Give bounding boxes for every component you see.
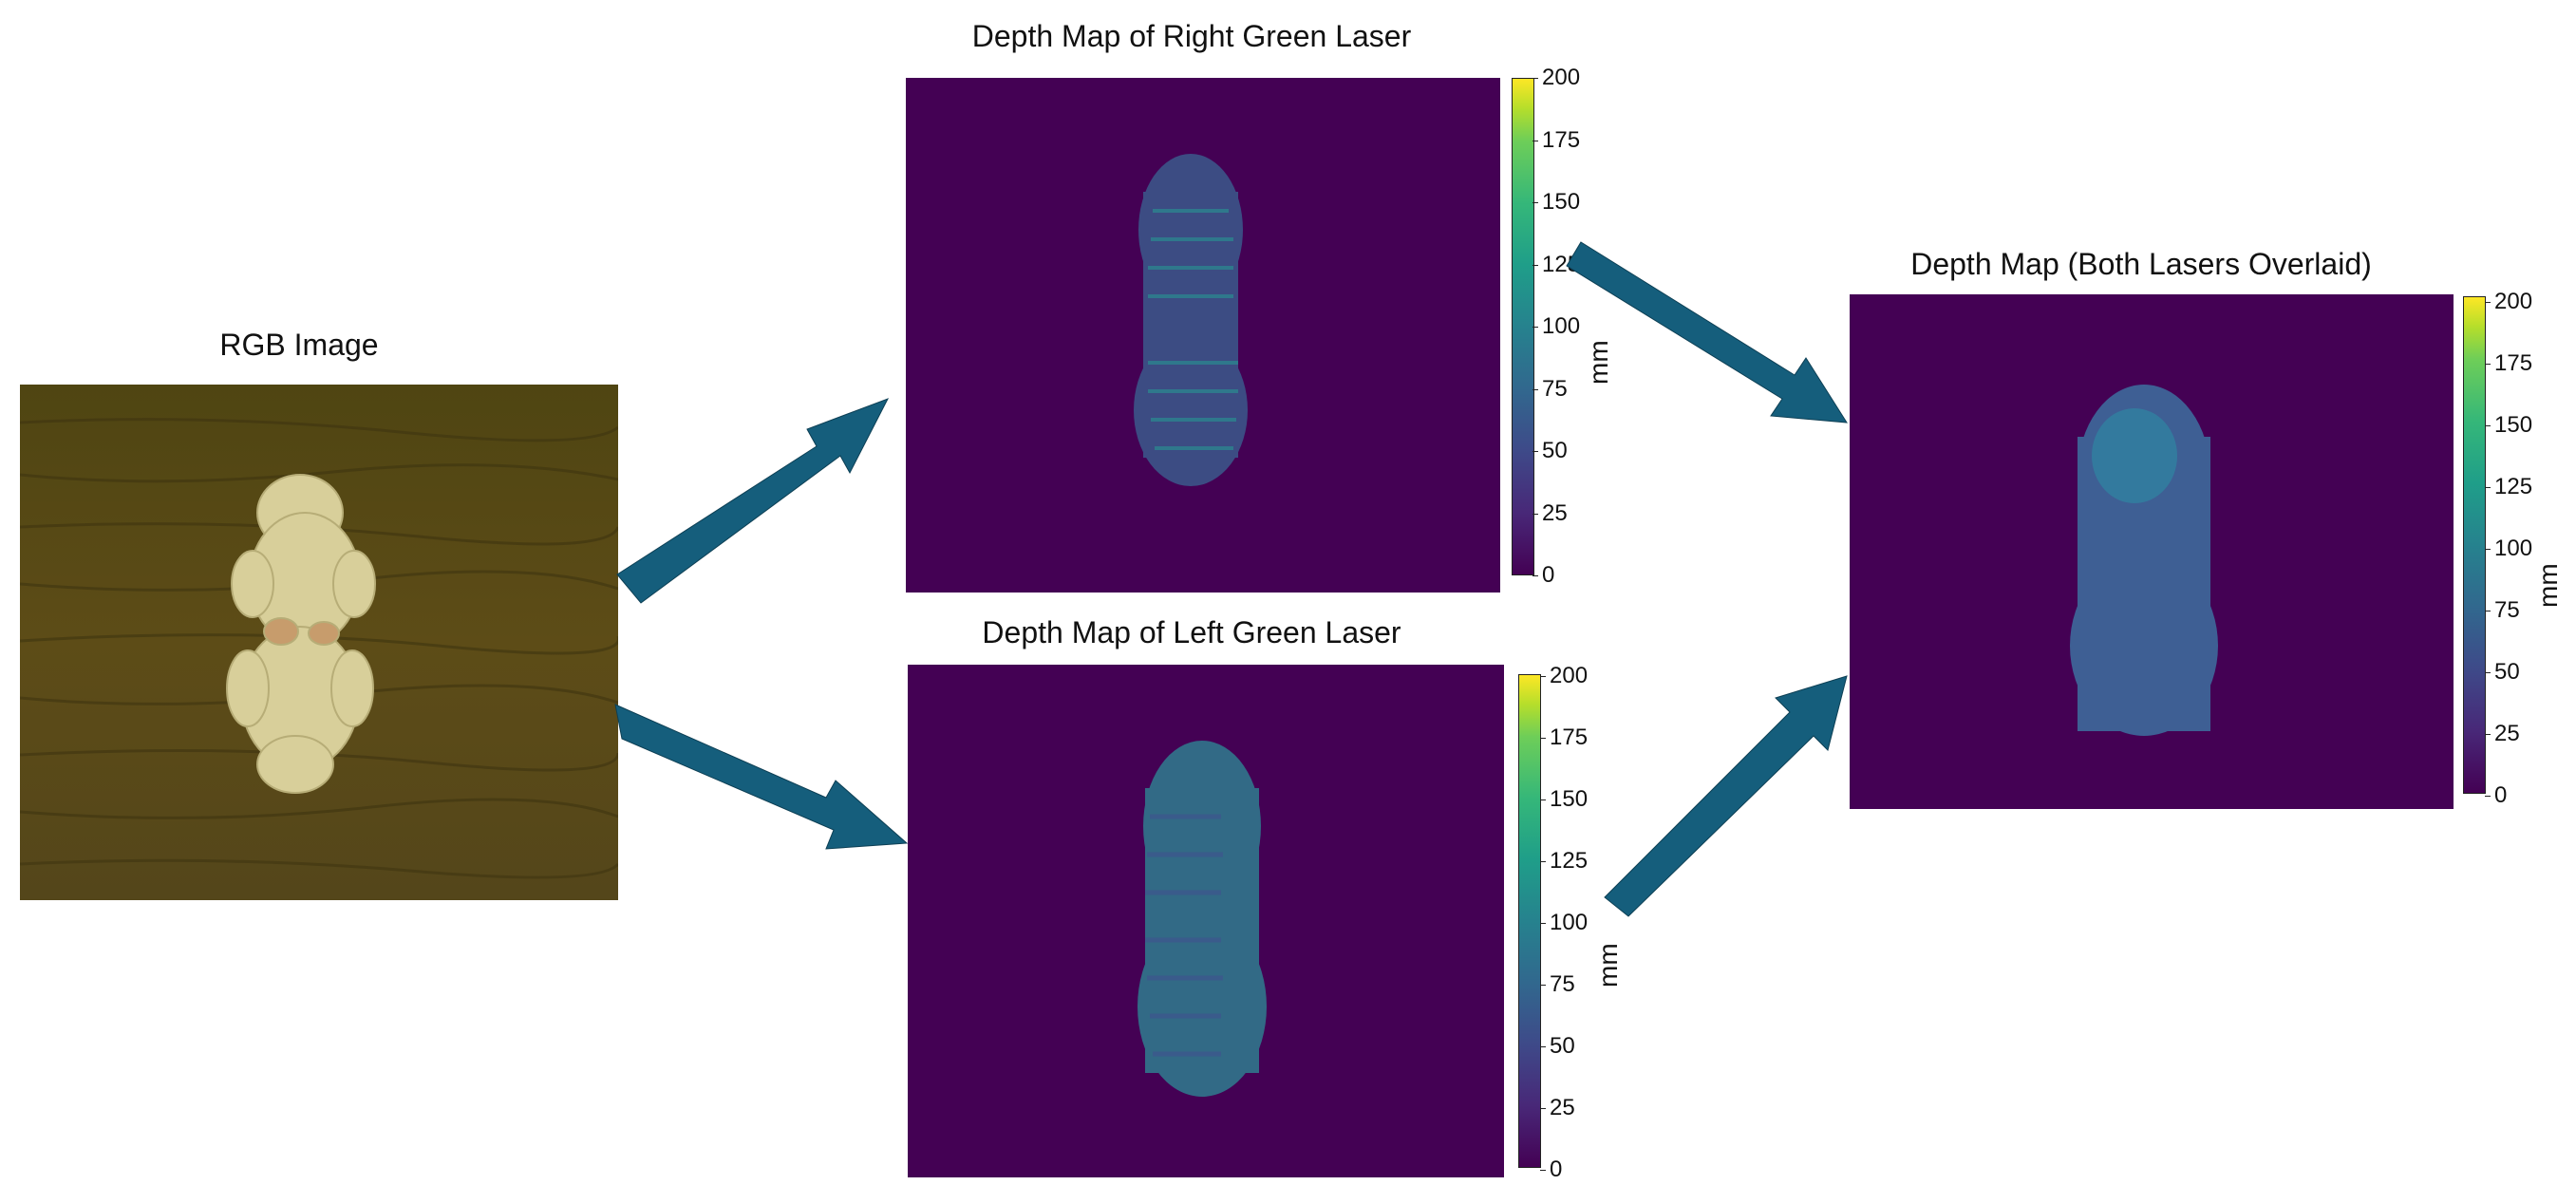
both-lasers-title: Depth Map (Both Lasers Overlaid) — [1910, 247, 2372, 281]
tick-label: 150 — [1539, 786, 1589, 812]
tick-label: 175 — [2484, 350, 2533, 376]
tick-label: 25 — [1540, 1095, 1575, 1120]
tick-label: 175 — [1532, 127, 1581, 153]
tick-label: 200 — [1539, 663, 1589, 688]
right-laser-colorbar — [1512, 78, 1534, 575]
left-laser-depth-map — [908, 665, 1504, 1177]
arrow-left-to-both — [1604, 675, 1848, 917]
left-laser-title: Depth Map of Left Green Laser — [982, 615, 1401, 649]
tick-label: 50 — [2485, 659, 2520, 685]
tick-label: 100 — [2484, 536, 2533, 561]
tick-label: 150 — [1532, 189, 1581, 215]
right-laser-title: Depth Map of Right Green Laser — [971, 19, 1412, 53]
both-lasers-depth-graphic — [2070, 385, 2218, 736]
tick-label: 75 — [1540, 971, 1575, 997]
tick-label: 150 — [2484, 412, 2533, 438]
tick-label: 75 — [2485, 597, 2520, 623]
rgb-image — [19, 385, 620, 900]
tick-label: 75 — [1532, 376, 1568, 402]
tick-label: 125 — [2484, 474, 2533, 499]
tick-label: 25 — [1532, 500, 1568, 526]
tick-label: 200 — [1532, 65, 1581, 90]
left-laser-depth-graphic — [1138, 741, 1267, 1097]
tick-label: 200 — [2484, 289, 2533, 314]
rgb-image-title: RGB Image — [219, 328, 379, 362]
tick-label: 100 — [1532, 313, 1581, 339]
tick-label: 0 — [2484, 782, 2508, 808]
arrow-right-to-both — [1566, 241, 1848, 423]
both-lasers-depth-map — [1850, 294, 2454, 809]
tick-label: 25 — [2485, 721, 2520, 746]
arrow-rgb-to-left — [614, 704, 909, 850]
tick-label: 175 — [1539, 724, 1589, 750]
tick-label: 0 — [1539, 1157, 1563, 1182]
left-laser-colorbar — [1518, 674, 1541, 1168]
tick-label: 0 — [1532, 562, 1555, 588]
rgb-image-graphic — [19, 385, 620, 900]
tick-label: 125 — [1539, 848, 1589, 874]
right-laser-depth-graphic — [1134, 154, 1248, 486]
tick-label: 50 — [1540, 1033, 1575, 1059]
tick-label: 50 — [1532, 438, 1568, 463]
right-laser-depth-map — [906, 78, 1500, 593]
arrow-rgb-to-right — [616, 398, 890, 604]
poultry-subject — [226, 474, 376, 794]
tick-label: 100 — [1539, 910, 1589, 935]
both-lasers-colorbar — [2463, 296, 2486, 794]
